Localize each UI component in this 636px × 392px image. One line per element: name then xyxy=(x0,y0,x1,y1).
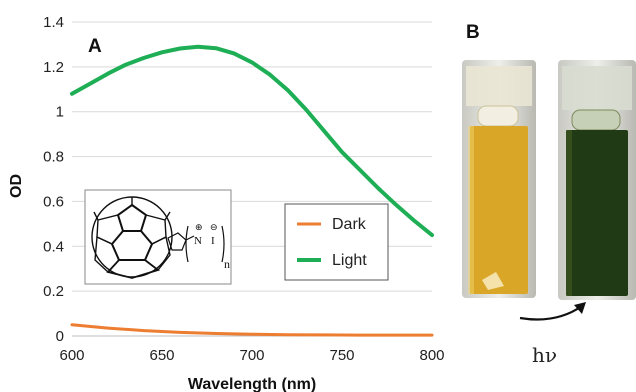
series-lines xyxy=(70,44,434,337)
inset-iodide-label: I xyxy=(211,235,215,247)
panel-label-b: B xyxy=(466,22,480,43)
liquid-dark-green xyxy=(566,130,628,296)
y-tick-label: 0.6 xyxy=(43,193,64,210)
legend-label-light: Light xyxy=(332,252,367,269)
inset-anion-symbol: ⊖ xyxy=(210,223,218,233)
y-tick-label: 0.2 xyxy=(43,283,64,300)
y-tick-label: 1.2 xyxy=(43,59,64,76)
inset-cation-symbol: ⊕ xyxy=(195,223,203,233)
cuvette-after-illumination xyxy=(558,60,636,300)
liquid-yellow xyxy=(470,126,528,294)
illumination-arrow-icon xyxy=(519,302,586,321)
legend-label-dark: Dark xyxy=(332,216,367,233)
y-tick-label: 0 xyxy=(56,328,64,345)
y-tick-label: 0.4 xyxy=(43,238,64,255)
side-chain xyxy=(167,225,225,263)
x-tick-label: 600 xyxy=(59,347,84,364)
y-tick-label: 1 xyxy=(56,104,64,121)
x-tick-label: 750 xyxy=(329,347,354,364)
series-line-light xyxy=(70,44,434,238)
x-tick-label: 700 xyxy=(239,347,264,364)
y-tick-labels: 0 0.2 0.4 0.6 0.8 1 1.2 1.4 xyxy=(43,14,64,345)
x-tick-labels: 600 650 700 750 800 xyxy=(59,347,444,364)
x-tick-label: 650 xyxy=(149,347,174,364)
cuvette-before-illumination xyxy=(462,60,536,298)
inset-subscript-n: n xyxy=(224,257,230,271)
inset-nitrogen-label: N xyxy=(194,235,202,247)
x-tick-label: 800 xyxy=(419,347,444,364)
x-axis-label: Wavelength (nm) xyxy=(188,376,316,392)
photo-panel: B hν xyxy=(462,22,636,367)
inset-structure: ⊕ N ⊖ I n xyxy=(84,189,232,285)
y-tick-label: 0.8 xyxy=(43,149,64,166)
y-axis-label: OD xyxy=(8,174,25,198)
legend: Dark Light xyxy=(284,203,389,281)
gridlines xyxy=(72,21,432,337)
series-line-dark xyxy=(70,323,434,337)
y-tick-label: 1.4 xyxy=(43,14,64,31)
plot-area: 600 650 700 750 800 0 0.2 0.4 0.6 0.8 1 1.2 1.4 A W… xyxy=(8,14,445,392)
panel-label-a: A xyxy=(88,36,102,57)
fullerene-icon xyxy=(91,196,173,279)
hv-label: hν xyxy=(532,343,557,367)
